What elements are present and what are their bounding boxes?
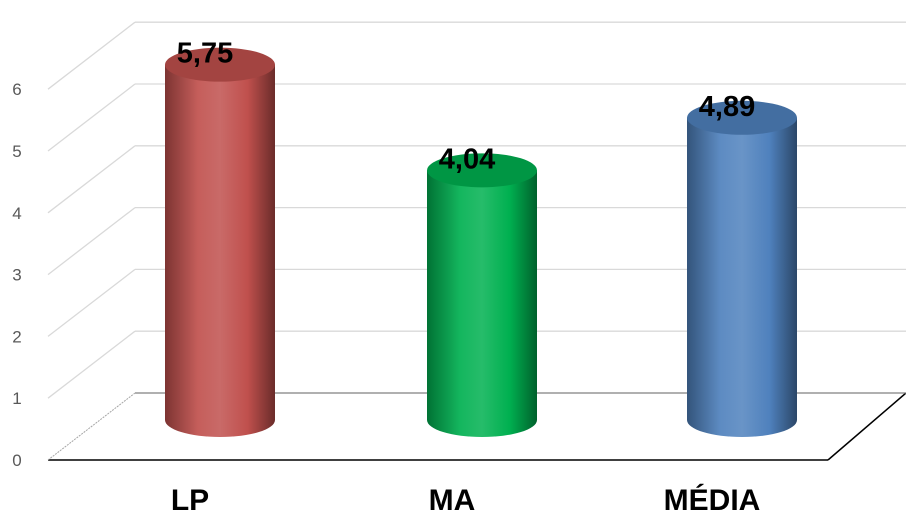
floor-right-edge: [827, 392, 906, 461]
bar-top: [165, 47, 275, 82]
bar-ma: [427, 153, 537, 437]
bars: [165, 47, 797, 438]
y-tick-label: 3: [12, 266, 21, 285]
gridline-diagonal: [47, 83, 136, 152]
bar-body: [687, 117, 797, 437]
data-label: 4,89: [699, 91, 755, 123]
floor-left-edge: [47, 392, 136, 461]
x-tick-label: MÉDIA: [664, 483, 761, 513]
y-tick-label: 2: [12, 327, 21, 346]
bar-body: [165, 64, 275, 438]
gridline-diagonal: [47, 21, 136, 90]
data-label: 5,75: [177, 38, 233, 70]
bar-lp: [165, 47, 275, 438]
gridline-diagonal: [47, 330, 136, 399]
x-tick-label: MA: [429, 484, 476, 513]
y-tick-label: 4: [12, 204, 21, 223]
x-tick-label: LP: [171, 484, 209, 513]
y-tick-label: 1: [12, 389, 21, 408]
y-tick-label: 6: [12, 80, 21, 99]
bar-média: [687, 100, 797, 437]
gridline-diagonal: [47, 268, 136, 337]
gridline-diagonal: [47, 145, 136, 214]
data-label: 4,04: [439, 143, 495, 175]
bar-top: [687, 100, 797, 135]
gridline-diagonal: [47, 207, 136, 276]
y-axis-ticks: 0 1 2 3 4 5 6: [12, 80, 21, 470]
y-tick-label: 5: [12, 142, 21, 161]
data-labels: 5,75 4,04 4,89: [177, 38, 755, 176]
y-tick-label: 0: [12, 451, 21, 470]
bar-top: [427, 153, 537, 188]
bar-body: [427, 170, 537, 437]
category-labels: LP MA MÉDIA: [171, 483, 761, 513]
